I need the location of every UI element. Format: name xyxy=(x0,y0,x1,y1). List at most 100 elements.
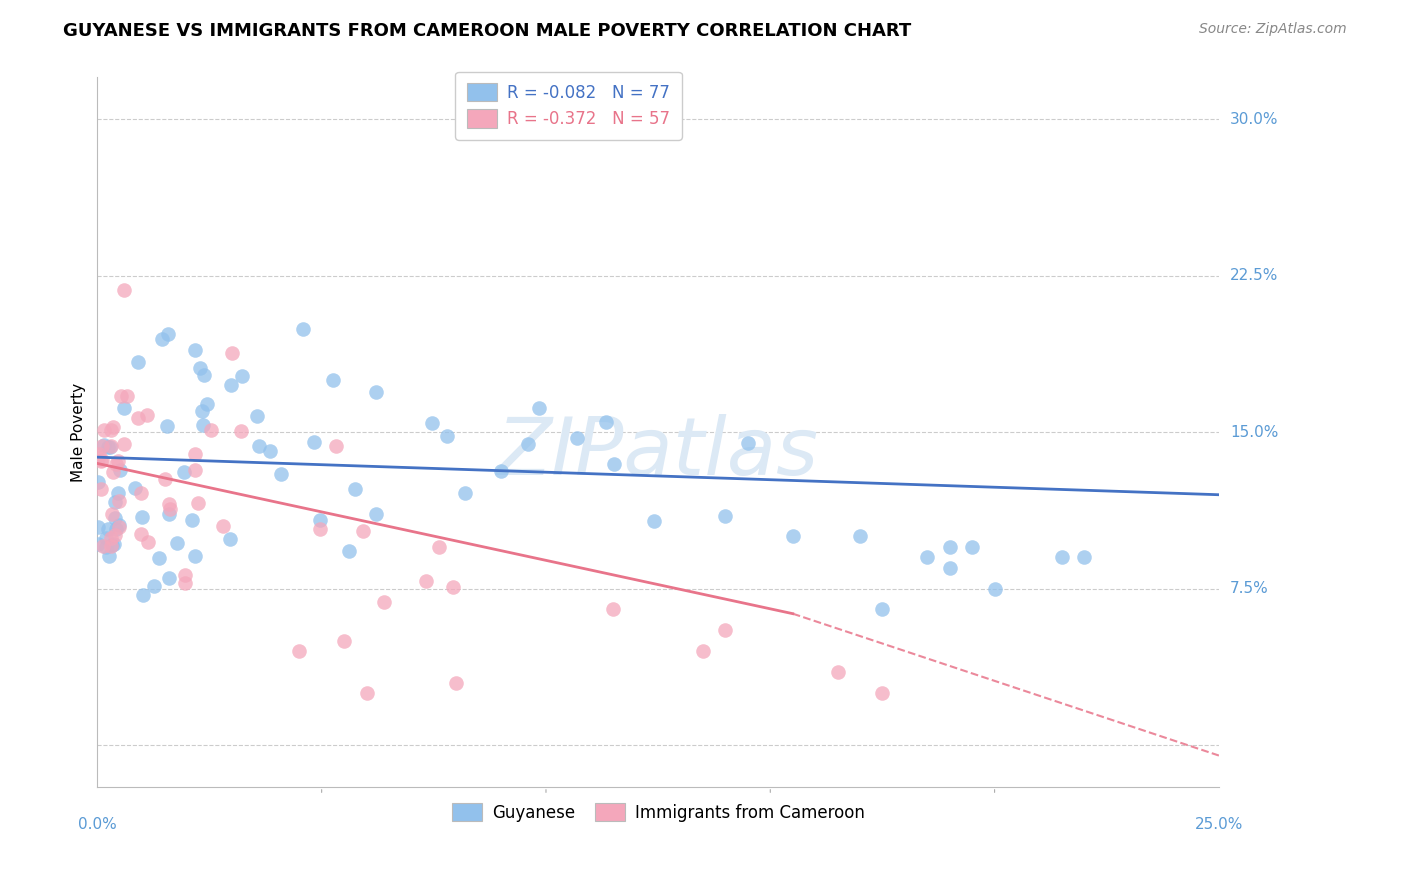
Point xyxy=(136,535,159,549)
Point xyxy=(692,644,714,658)
Point xyxy=(187,496,209,510)
Point xyxy=(112,283,135,297)
Point xyxy=(129,485,152,500)
Text: ZIPatlas: ZIPatlas xyxy=(498,415,820,492)
Point xyxy=(364,384,387,399)
Point xyxy=(104,522,127,536)
Point xyxy=(100,439,122,453)
Point xyxy=(1050,550,1073,565)
Point xyxy=(107,485,129,500)
Point xyxy=(104,528,127,542)
Point xyxy=(191,418,214,433)
Point xyxy=(983,582,1005,596)
Point xyxy=(441,580,464,594)
Point xyxy=(231,424,253,438)
Y-axis label: Male Poverty: Male Poverty xyxy=(72,383,86,482)
Point xyxy=(93,438,115,452)
Point xyxy=(219,378,242,392)
Point xyxy=(98,440,121,454)
Point xyxy=(288,644,311,658)
Point xyxy=(343,483,366,497)
Point xyxy=(872,602,894,616)
Point xyxy=(131,509,153,524)
Point xyxy=(849,529,872,543)
Point xyxy=(90,483,112,497)
Point xyxy=(91,539,114,553)
Point xyxy=(643,514,665,528)
Text: GUYANESE VS IMMIGRANTS FROM CAMEROON MALE POVERTY CORRELATION CHART: GUYANESE VS IMMIGRANTS FROM CAMEROON MAL… xyxy=(63,22,911,40)
Point xyxy=(246,409,269,423)
Point xyxy=(489,464,512,478)
Point xyxy=(782,529,804,543)
Point xyxy=(190,361,212,376)
Text: 15.0%: 15.0% xyxy=(1230,425,1278,440)
Point xyxy=(91,439,114,453)
Point xyxy=(101,538,124,552)
Point xyxy=(333,633,356,648)
Point xyxy=(454,485,477,500)
Point xyxy=(112,401,135,415)
Point xyxy=(108,518,131,533)
Point xyxy=(356,686,378,700)
Point xyxy=(87,520,110,534)
Point xyxy=(100,531,122,545)
Point xyxy=(142,579,165,593)
Point xyxy=(103,537,125,551)
Point xyxy=(124,481,146,495)
Point xyxy=(104,494,127,508)
Point xyxy=(100,539,122,553)
Point xyxy=(183,447,205,461)
Point xyxy=(101,507,124,521)
Legend: Guyanese, Immigrants from Cameroon: Guyanese, Immigrants from Cameroon xyxy=(444,797,872,828)
Point xyxy=(132,588,155,602)
Point xyxy=(292,322,315,336)
Point xyxy=(108,494,131,508)
Point xyxy=(98,549,121,564)
Point xyxy=(366,507,388,521)
Point xyxy=(100,423,122,437)
Point xyxy=(183,549,205,563)
Point xyxy=(917,550,939,565)
Point xyxy=(270,467,292,482)
Point xyxy=(259,444,281,458)
Point xyxy=(420,416,443,430)
Point xyxy=(415,574,437,588)
Point xyxy=(938,561,960,575)
Point xyxy=(446,675,468,690)
Point xyxy=(1073,550,1095,565)
Point xyxy=(714,508,737,523)
Point xyxy=(96,540,118,554)
Point xyxy=(184,343,207,357)
Point xyxy=(337,544,360,558)
Point xyxy=(150,332,173,346)
Point xyxy=(200,423,222,437)
Point xyxy=(322,373,344,387)
Point xyxy=(527,401,550,416)
Point xyxy=(87,475,110,490)
Point xyxy=(166,536,188,550)
Point xyxy=(247,439,270,453)
Point xyxy=(221,346,243,360)
Point xyxy=(101,419,124,434)
Text: 30.0%: 30.0% xyxy=(1230,112,1278,127)
Point xyxy=(193,368,215,382)
Point xyxy=(827,665,849,679)
Point xyxy=(429,540,451,554)
Point xyxy=(308,513,330,527)
Point xyxy=(97,440,120,454)
Point xyxy=(309,522,332,536)
Point xyxy=(91,453,114,467)
Point xyxy=(157,327,180,342)
Point xyxy=(93,423,115,437)
Point xyxy=(127,410,149,425)
Point xyxy=(373,595,395,609)
Point xyxy=(87,447,110,461)
Point xyxy=(110,389,132,403)
Point xyxy=(436,428,458,442)
Point xyxy=(101,465,124,479)
Point xyxy=(302,434,325,449)
Point xyxy=(86,537,108,551)
Point xyxy=(595,415,617,429)
Point xyxy=(602,457,624,471)
Text: 0.0%: 0.0% xyxy=(77,817,117,832)
